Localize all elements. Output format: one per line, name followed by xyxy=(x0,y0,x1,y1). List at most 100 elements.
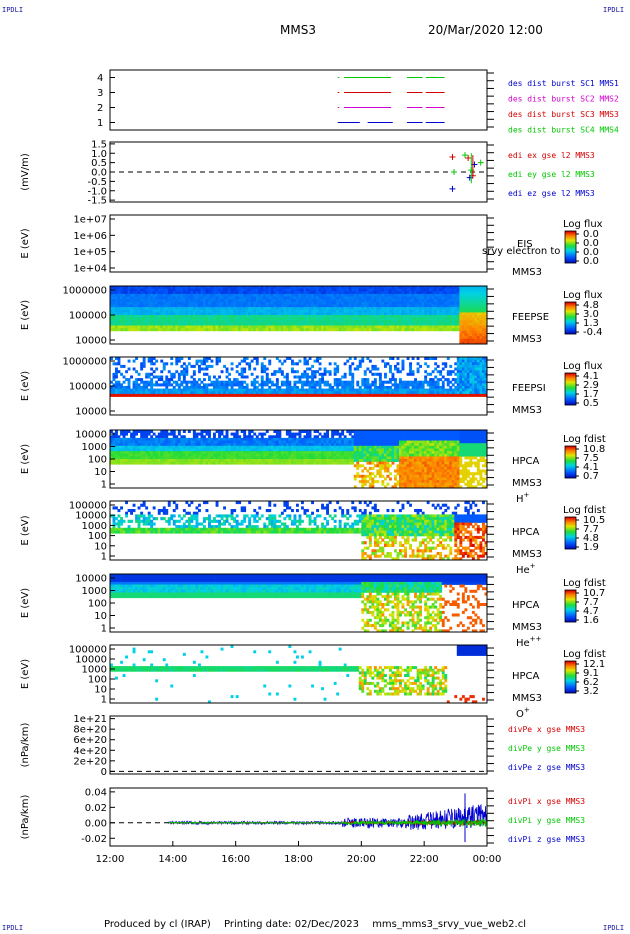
divpe-panel-frame xyxy=(109,715,488,775)
hpca-h-colorbar-tick: 4.1 xyxy=(583,462,599,473)
feepsi-instrument-label: FEEPSI xyxy=(512,383,546,394)
edi-legend-0: edi ex gse l2 MMS3 xyxy=(508,151,595,160)
divpe-legend-2: divPe z gse MMS3 xyxy=(508,763,585,772)
hpca-h-spectrogram xyxy=(110,430,488,489)
feepsi-ytick-label: 1000000 xyxy=(62,357,107,368)
footer-printing-date: Printing date: 02/Dec/2023 xyxy=(223,919,359,930)
hpca-h-colorbar-title: Log fdist xyxy=(563,434,606,445)
feepsi-colorbar-tick: 2.9 xyxy=(583,380,599,391)
time-tick-label: 12:00 xyxy=(96,854,125,865)
time-tick-label: 14:00 xyxy=(158,854,187,865)
corner-label-top-left: IPDLI xyxy=(2,6,24,14)
footer-produced-by: Produced by cl (IRAP) xyxy=(104,919,211,930)
edi-ytick-label: -0.5 xyxy=(87,177,107,188)
hpca-he1-ytick-label: 10000 xyxy=(75,511,107,522)
datetime-title: 20/Mar/2020 12:00 xyxy=(428,23,543,37)
time-tick-label: 22:00 xyxy=(410,854,439,865)
edi-point xyxy=(477,159,484,166)
hpca-o-colorbar-tick: 12.1 xyxy=(583,659,605,670)
time-tick-label: 18:00 xyxy=(284,854,313,865)
burst-ytick-label: 1 xyxy=(97,118,103,129)
divpi-legend-2: divPi z gse MMS3 xyxy=(508,835,585,844)
eis-colorbar-tick: 0.0 xyxy=(583,238,599,249)
edi-point xyxy=(462,152,469,159)
hpca-o-ytick-label: 100000 xyxy=(69,645,107,656)
burst-legend-0: des dist burst SC1 MMS1 xyxy=(508,79,619,88)
burst-legend-1: des dist burst SC2 MMS2 xyxy=(508,95,619,104)
hpca-he1-spacecraft-label: MMS3 xyxy=(512,549,542,560)
eis-colorbar-title: Log flux xyxy=(563,219,603,230)
hpca-he1-instrument-label: HPCA xyxy=(512,527,540,538)
feepse-instrument-label: FEEPSE xyxy=(512,312,549,323)
hpca-he1-colorbar xyxy=(564,516,579,550)
feepse-ytick-label: 1000000 xyxy=(62,286,107,297)
feepse-colorbar-tick: 4.8 xyxy=(583,300,599,311)
divpi-legend-0: divPi x gse MMS3 xyxy=(508,797,585,806)
hpca-he1-ytick-label: 10 xyxy=(94,541,107,552)
eis-colorbar-tick: 0.0 xyxy=(583,229,599,240)
divpe-ytick-label: 6e+20 xyxy=(73,735,107,746)
time-tick-label: 00:00 xyxy=(473,854,502,865)
feepsi-ytick-label: 10000 xyxy=(75,407,107,418)
hpca-he2-spectrogram xyxy=(110,574,488,633)
edi-legend-1: edi ey gse l2 MMS3 xyxy=(508,170,595,179)
hpca-he2-colorbar xyxy=(564,589,579,623)
feepse-colorbar-title: Log flux xyxy=(563,290,603,301)
eis-panel-frame xyxy=(109,214,488,273)
burst-legend-3: des dist burst SC4 MMS4 xyxy=(508,126,619,135)
edi-ytick-label: 1.0 xyxy=(91,149,107,160)
eis-colorbar-tick: 0.0 xyxy=(583,256,599,267)
hpca-he2-ytick-label: 1 xyxy=(101,624,107,635)
hpca-h-ytick-label: 10000 xyxy=(75,430,107,441)
hpca-he1-colorbar-title: Log fdist xyxy=(563,505,606,516)
hpca-o-panel-frame xyxy=(109,644,488,704)
burst-legend-2: des dist burst SC3 MMS3 xyxy=(508,110,619,119)
hpca-he2-instrument-label: HPCA xyxy=(512,600,540,611)
hpca-o-colorbar-title: Log fdist xyxy=(563,649,606,660)
hpca-he2-ytick-label: 1000 xyxy=(82,586,107,597)
hpca-o-colorbar-tick: 6.2 xyxy=(583,677,599,688)
burst-ytick-label: 3 xyxy=(97,88,103,99)
hpca-he2-colorbar-title: Log fdist xyxy=(563,578,606,589)
spacecraft-title: MMS3 xyxy=(280,23,316,37)
divpe-ytick-label: 4e+20 xyxy=(73,746,107,757)
hpca-h-ytick-label: 100 xyxy=(88,455,107,466)
edi-point xyxy=(449,154,456,160)
divpe-legend-1: divPe y gse MMS3 xyxy=(508,744,585,753)
hpca-he2-colorbar-tick: 4.7 xyxy=(583,606,599,617)
feepse-ytick-label: 100000 xyxy=(69,311,107,322)
divpi-series-2 xyxy=(167,803,488,830)
edi-point xyxy=(471,161,478,168)
edi-point xyxy=(465,154,472,161)
hpca-h-colorbar-tick: 0.7 xyxy=(583,471,599,482)
hpca-he1-panel-frame xyxy=(109,500,488,561)
hpca-h-ytick-label: 1 xyxy=(101,480,107,491)
feepsi-colorbar-title: Log flux xyxy=(563,361,603,372)
hpca-he1-ytick-label: 1000 xyxy=(82,521,107,532)
eis-colorbar-tick: 0.0 xyxy=(583,247,599,258)
feepse-spectrogram xyxy=(110,286,488,345)
footer: Produced by cl (IRAP) Printing date: 02/… xyxy=(0,919,630,930)
feepse-colorbar-tick: 1.3 xyxy=(583,318,599,329)
burst-panel-frame xyxy=(109,69,488,131)
divpe-legend-0: divPe x gse MMS3 xyxy=(508,725,585,734)
burst-ytick-label: 2 xyxy=(97,103,103,114)
divpi-ytick-label: 0.04 xyxy=(85,787,107,798)
eis-ytick-label: 1e+06 xyxy=(73,231,107,242)
eis-ytick-label: 1e+07 xyxy=(73,215,107,226)
hpca-he2-ytick-label: 100 xyxy=(88,599,107,610)
hpca-he2-ylabel: E (eV) xyxy=(20,588,31,618)
hpca-he1-ylabel: E (eV) xyxy=(20,515,31,545)
hpca-h-ylabel: E (eV) xyxy=(20,444,31,474)
hpca-he1-colorbar-tick: 10.5 xyxy=(583,515,605,526)
corner-label-bottom-right: IPDLI xyxy=(603,924,625,932)
hpca-o-colorbar-tick: 9.1 xyxy=(583,668,599,679)
hpca-o-colorbar xyxy=(564,660,579,694)
eis-ylabel: E (eV) xyxy=(20,228,31,258)
divpi-ylabel: (nPa/km) xyxy=(20,795,31,840)
hpca-o-spectrogram xyxy=(110,645,488,704)
hpca-he1-ytick-label: 100 xyxy=(88,531,107,542)
hpca-o-ylabel: E (eV) xyxy=(20,659,31,689)
edi-ytick-label: -1.5 xyxy=(87,196,107,207)
time-tick-label: 20:00 xyxy=(347,854,376,865)
